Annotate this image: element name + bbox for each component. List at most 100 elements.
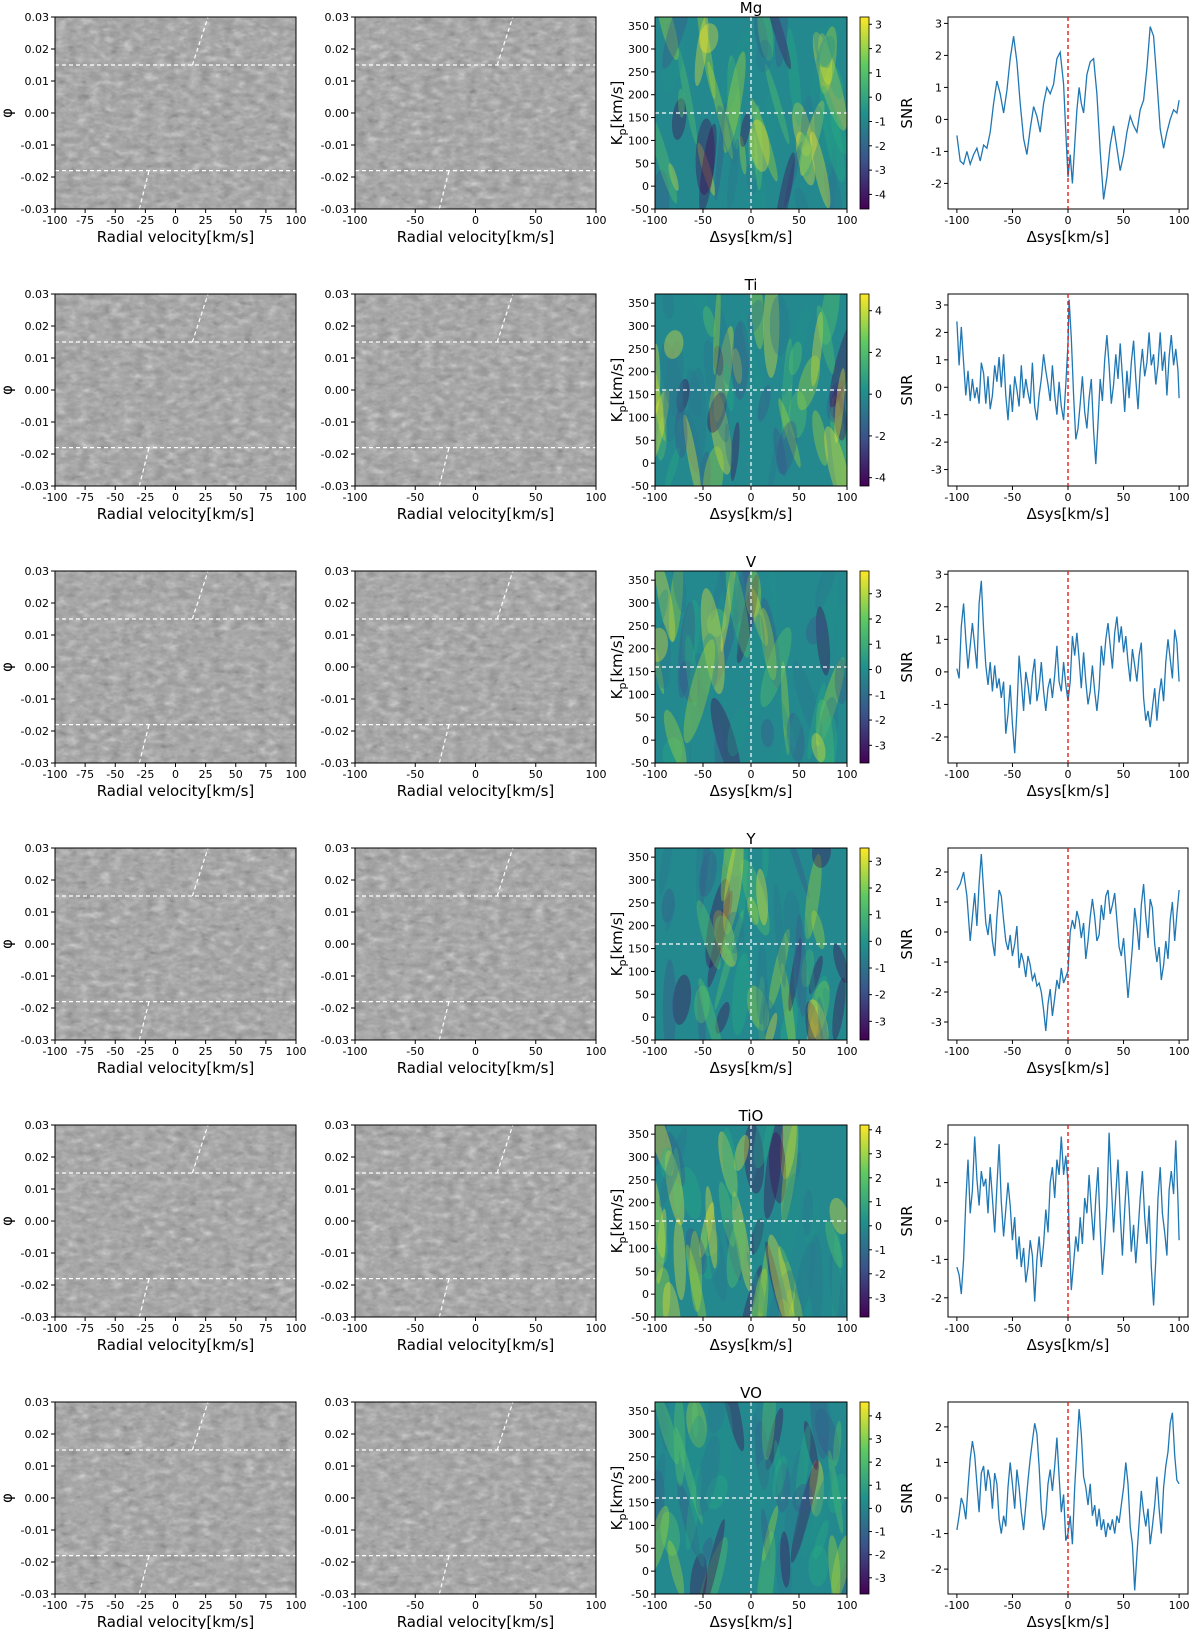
y-axis-label: φ xyxy=(0,1216,16,1226)
ccf-map-panel: -100 -50 0 50 100 0.03 0.02 0.01 0.00 -0.01 -0.02 -… xyxy=(321,1396,607,1629)
x-tick-label: -100 xyxy=(43,214,68,227)
x-tick-label: 0 xyxy=(472,1045,479,1058)
kp-map-streak xyxy=(677,1481,700,1557)
kp-map-streak xyxy=(698,850,717,897)
y-axis-label: Kp[km/s] xyxy=(608,358,629,423)
y-tick-label: 300 xyxy=(628,597,649,610)
kp-map-streak xyxy=(738,848,748,930)
y-tick-label: 300 xyxy=(628,1151,649,1164)
kp-map-streak xyxy=(720,571,737,652)
x-tick-label: -50 xyxy=(694,491,712,504)
kp-map-streak xyxy=(655,108,678,204)
y-tick-label: 0.02 xyxy=(25,1428,50,1441)
colorbar-tick-label: -1 xyxy=(875,1526,886,1539)
kp-map-streak xyxy=(773,883,787,988)
kp-map-streak xyxy=(692,1537,728,1594)
panel-title: VO xyxy=(740,1384,762,1402)
x-tick-label: -50 xyxy=(106,1322,124,1335)
kp-map-streak xyxy=(689,1553,708,1594)
snr-panel: -100 -50 0 50 100 2 1 0 -1 -2 Δsys[km/s] SNR xyxy=(898,1124,1190,1354)
kp-map-streak xyxy=(661,888,675,923)
y-tick-label: 0.02 xyxy=(325,43,350,56)
planet-trail-line xyxy=(496,1401,514,1451)
y-tick-label: 3 xyxy=(935,17,942,30)
ccf-map-panel: -100 -75 -50 -25 0 25 50 75 100 0.03 0.02 0.01 0.00 -… xyxy=(0,1396,307,1629)
x-tick-label: 25 xyxy=(199,491,213,504)
y-tick-label: -50 xyxy=(631,1311,649,1324)
kp-map-streak xyxy=(775,1462,791,1513)
y-tick-label: 0.01 xyxy=(325,906,350,919)
kp-map-streak xyxy=(713,910,738,967)
y-tick-label: 0.00 xyxy=(325,107,350,120)
kp-map-streak xyxy=(747,896,759,926)
kp-map-streak xyxy=(807,682,826,760)
kp-map-streak xyxy=(749,119,770,172)
x-tick-label: -50 xyxy=(406,768,424,781)
x-tick-label: -100 xyxy=(343,1599,368,1612)
kp-map-streak xyxy=(697,142,716,196)
kp-map-streak xyxy=(786,712,805,762)
y-tick-label: 0.00 xyxy=(325,938,350,951)
kp-map-streak xyxy=(774,152,795,209)
x-tick-label: 100 xyxy=(837,1599,858,1612)
kp-map-streak xyxy=(731,1191,752,1292)
kp-vsys-panel: -100 -50 0 50 100350300250200150100500-50VΔs… xyxy=(608,553,886,800)
kp-map-streak xyxy=(667,1540,685,1594)
y-axis-label: Kp[km/s] xyxy=(608,1466,629,1531)
x-tick-label: -25 xyxy=(136,491,154,504)
x-tick-label: 0 xyxy=(748,491,755,504)
kp-map-streak xyxy=(760,607,777,681)
kp-vsys-panel: -100 -50 0 50 100350300250200150100500-50YΔs… xyxy=(608,830,886,1077)
y-tick-label: 2 xyxy=(935,326,942,339)
y-axis-label: Kp[km/s] xyxy=(608,912,629,977)
kp-map-streak xyxy=(723,363,734,412)
kp-map-streak xyxy=(765,1407,784,1471)
x-tick-label: -75 xyxy=(76,1599,94,1612)
y-tick-label: 0.00 xyxy=(325,661,350,674)
y-tick-label: -0.02 xyxy=(321,1279,349,1292)
kp-map-streak xyxy=(662,737,683,763)
y-tick-label: 200 xyxy=(628,366,649,379)
y-tick-label: -0.01 xyxy=(21,139,49,152)
x-tick-label: 0 xyxy=(172,491,179,504)
y-tick-label: -0.03 xyxy=(321,757,349,770)
x-tick-label: 100 xyxy=(286,1045,307,1058)
kp-map-streak xyxy=(702,446,724,486)
kp-map-streak xyxy=(830,395,847,486)
y-label-sub: p xyxy=(616,960,629,967)
kp-map-streak xyxy=(809,1402,829,1460)
y-axis-label: SNR xyxy=(898,928,916,959)
kp-map-streak xyxy=(756,1402,775,1463)
y-tick-label: -0.03 xyxy=(21,1311,49,1324)
kp-map-streak xyxy=(707,1402,726,1434)
kp-map-streak xyxy=(660,341,684,420)
y-tick-label: -2 xyxy=(931,436,942,449)
planet-trail-line xyxy=(191,293,209,343)
x-tick-label: 0 xyxy=(1065,491,1072,504)
y-axis-label: φ xyxy=(0,108,16,118)
ccf-map-noise xyxy=(355,1402,596,1594)
kp-map-streak xyxy=(781,661,790,756)
x-tick-label: 100 xyxy=(286,491,307,504)
kp-map-streak xyxy=(807,999,829,1040)
x-tick-label: -50 xyxy=(106,1599,124,1612)
colorbar-tick-label: -1 xyxy=(875,689,886,702)
kp-map-streak xyxy=(827,145,837,209)
ccf-map-panel: -100 -75 -50 -25 0 25 50 75 100 0.03 0.02 0.01 0.00 -… xyxy=(0,842,307,1077)
kp-map-pattern xyxy=(655,1125,847,1317)
kp-map-streak xyxy=(810,311,824,387)
x-tick-label: -50 xyxy=(1003,214,1021,227)
kp-map-streak xyxy=(716,105,738,164)
y-tick-label: 50 xyxy=(635,434,649,447)
kp-map-streak xyxy=(781,848,810,899)
x-tick-label: 50 xyxy=(1117,214,1131,227)
ccf-map-noise xyxy=(55,848,296,1040)
y-tick-label: 0.03 xyxy=(25,1119,50,1132)
kp-map-streak xyxy=(655,627,669,662)
y-tick-label: -2 xyxy=(931,986,942,999)
y-tick-label: -0.02 xyxy=(21,725,49,738)
y-axis-label: Kp[km/s] xyxy=(608,635,629,700)
x-axis-label: Δsys[km/s] xyxy=(1027,1336,1110,1354)
x-tick-label: 50 xyxy=(229,491,243,504)
x-tick-label: 50 xyxy=(229,1322,243,1335)
